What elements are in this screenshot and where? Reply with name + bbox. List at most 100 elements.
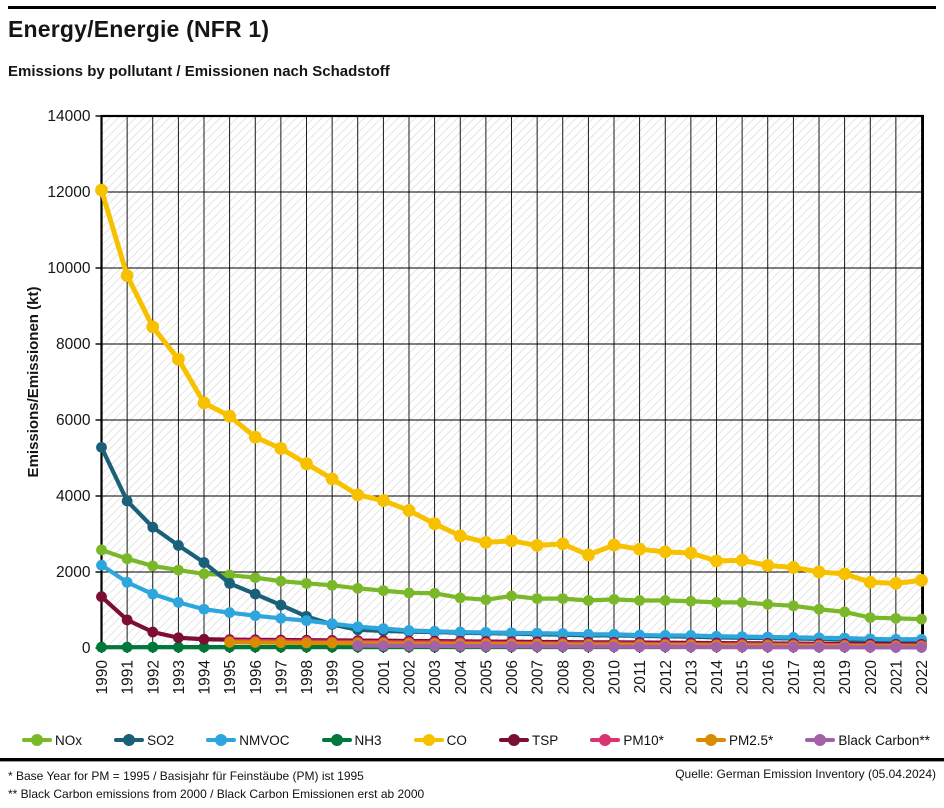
legend-marker-nox-icon xyxy=(22,734,52,746)
point-nh3-1994 xyxy=(198,641,210,653)
point-black-carbon-2000 xyxy=(352,640,364,651)
point-so2-1990 xyxy=(96,441,107,453)
point-co-2002 xyxy=(402,504,416,517)
x-axis: 1990 1991 1992 1993 1994 1995 1996 1997 1998 1999… xyxy=(94,648,931,694)
legend-marker-black-carbon-icon xyxy=(805,734,836,746)
point-nmvoc-1991 xyxy=(121,576,133,588)
point-nox-2000 xyxy=(352,582,364,594)
legend-item-nox: NOx xyxy=(22,733,82,748)
point-nox-2006 xyxy=(506,590,517,602)
series-nox xyxy=(96,544,927,625)
point-nox-2021 xyxy=(890,612,902,624)
svg-text:1998: 1998 xyxy=(299,660,316,694)
footnote-black-carbon: ** Black Carbon emissions from 2000 / Bl… xyxy=(8,787,425,801)
point-nox-1993 xyxy=(172,564,184,576)
point-nox-1997 xyxy=(275,575,287,587)
svg-text:2015: 2015 xyxy=(735,660,752,694)
point-tsp-1994 xyxy=(198,633,210,645)
point-nox-1991 xyxy=(121,553,133,565)
svg-text:14000: 14000 xyxy=(47,108,90,125)
point-nox-2004 xyxy=(454,592,466,604)
legend-label-pm10: PM10* xyxy=(623,732,664,748)
point-nox-2005 xyxy=(480,594,492,606)
point-nox-2001 xyxy=(377,585,389,597)
svg-text:2012: 2012 xyxy=(658,660,675,694)
footnote-pm-base-year: * Base Year for PM = 1995 / Basisjahr fü… xyxy=(8,769,364,783)
legend-item-tsp: TSP xyxy=(499,733,558,748)
y-axis: 0 2000 4000 6000 8000 10000 12000 14000 xyxy=(47,108,102,657)
point-co-2021 xyxy=(889,577,903,590)
page-subtitle: Emissions by pollutant / Emissionen nach… xyxy=(8,63,390,80)
series-co xyxy=(95,183,928,590)
point-co-2004 xyxy=(453,529,467,543)
point-nox-2008 xyxy=(557,593,569,604)
point-so2-1995 xyxy=(224,578,236,589)
legend-item-nh3: NH3 xyxy=(321,732,382,748)
svg-text:1995: 1995 xyxy=(222,660,239,694)
point-nmvoc-2003 xyxy=(429,625,441,637)
point-co-2009 xyxy=(581,548,595,562)
svg-text:2017: 2017 xyxy=(786,660,803,694)
legend-label-tsp: TSP xyxy=(532,732,559,748)
point-co-1995 xyxy=(223,409,237,423)
point-co-1993 xyxy=(171,352,185,366)
point-tsp-1992 xyxy=(147,626,159,638)
svg-text:1996: 1996 xyxy=(248,660,265,694)
footnotes: * Base Year for PM = 1995 / Basisjahr fü… xyxy=(8,767,424,803)
plot-background xyxy=(101,116,923,648)
svg-text:2011: 2011 xyxy=(632,660,649,693)
point-nh3-1993 xyxy=(172,641,184,653)
point-co-2000 xyxy=(351,488,365,502)
point-co-2018 xyxy=(812,565,826,579)
svg-text:12000: 12000 xyxy=(47,184,90,201)
point-black-carbon-2019 xyxy=(839,641,851,653)
legend-label-co: CO xyxy=(446,732,467,748)
series-black-carbon xyxy=(352,640,927,653)
point-black-carbon-2003 xyxy=(429,640,441,652)
svg-text:2000: 2000 xyxy=(350,660,367,695)
point-co-1998 xyxy=(300,457,313,471)
point-co-1992 xyxy=(146,320,160,334)
svg-text:2001: 2001 xyxy=(376,660,393,694)
legend-marker-tsp-icon xyxy=(499,734,529,746)
point-nox-1995 xyxy=(224,569,236,581)
legend-label-nh3: NH3 xyxy=(354,732,382,748)
legend-item-so2: SO2 xyxy=(114,733,174,748)
top-rule xyxy=(8,6,936,9)
svg-text:1994: 1994 xyxy=(197,660,214,695)
svg-text:1990: 1990 xyxy=(94,660,111,695)
legend-item-pm10: PM10* xyxy=(590,733,664,748)
point-co-1997 xyxy=(274,442,288,455)
point-black-carbon-2015 xyxy=(736,641,748,653)
point-pm2-5-1999 xyxy=(326,637,338,649)
point-co-2019 xyxy=(838,567,852,581)
point-nmvoc-2013 xyxy=(685,630,697,641)
bottom-rule xyxy=(0,758,944,762)
point-nmvoc-1992 xyxy=(147,588,159,600)
point-black-carbon-2016 xyxy=(762,641,774,653)
legend-marker-pm2-5-icon xyxy=(695,734,726,746)
point-so2-1992 xyxy=(147,521,159,533)
svg-text:1999: 1999 xyxy=(325,660,342,694)
point-nmvoc-1995 xyxy=(224,607,236,619)
emissions-line-chart: 0 2000 4000 6000 8000 10000 12000 14000 Emission… xyxy=(25,108,931,694)
svg-text:10000: 10000 xyxy=(47,260,90,277)
svg-text:2014: 2014 xyxy=(709,660,726,695)
point-nox-2012 xyxy=(659,595,671,606)
point-black-carbon-2011 xyxy=(634,641,646,653)
point-pm2-5-1995 xyxy=(224,636,236,648)
svg-text:2002: 2002 xyxy=(402,660,419,694)
point-nmvoc-1996 xyxy=(249,610,261,622)
point-nox-2015 xyxy=(736,597,748,608)
svg-text:2010: 2010 xyxy=(607,660,624,695)
svg-text:2008: 2008 xyxy=(555,660,572,694)
legend-item-co: CO xyxy=(413,732,467,748)
point-black-carbon-2013 xyxy=(685,641,697,653)
point-nox-1999 xyxy=(326,579,338,591)
point-nox-2018 xyxy=(813,603,825,615)
point-black-carbon-2022 xyxy=(916,642,927,653)
point-co-2008 xyxy=(556,537,570,551)
point-co-2011 xyxy=(633,542,647,556)
point-black-carbon-2002 xyxy=(403,640,415,652)
